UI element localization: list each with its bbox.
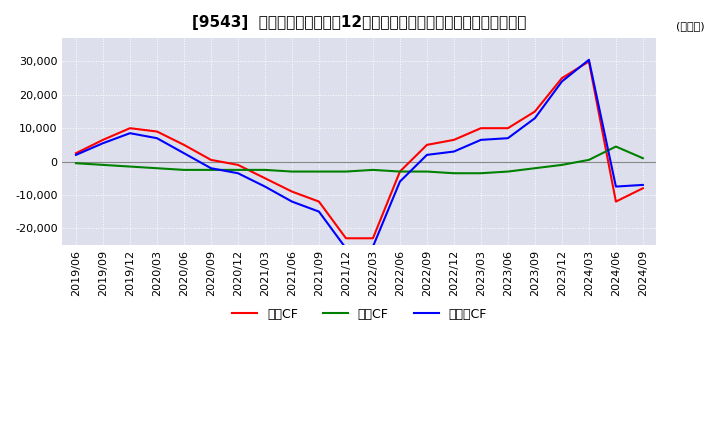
Title: [9543]  キャッシュフローの12か月移動合計の対前年同期増減額の推移: [9543] キャッシュフローの12か月移動合計の対前年同期増減額の推移 xyxy=(192,15,526,30)
フリーCF xyxy=(126,131,135,136)
営業CF xyxy=(126,125,135,131)
営業CF xyxy=(315,199,323,204)
投資CF xyxy=(423,169,431,174)
営業CF xyxy=(341,236,350,241)
フリーCF xyxy=(639,182,647,187)
フリーCF xyxy=(585,57,593,62)
フリーCF xyxy=(423,152,431,158)
営業CF xyxy=(557,76,566,81)
投資CF xyxy=(611,144,620,149)
営業CF xyxy=(477,125,485,131)
投資CF xyxy=(557,162,566,168)
投資CF xyxy=(99,162,107,168)
投資CF xyxy=(395,169,404,174)
Legend: 営業CF, 投資CF, フリーCF: 営業CF, 投資CF, フリーCF xyxy=(227,303,492,326)
フリーCF xyxy=(503,136,512,141)
フリーCF xyxy=(341,246,350,251)
フリーCF xyxy=(531,116,539,121)
Line: フリーCF: フリーCF xyxy=(76,60,643,248)
Line: 投資CF: 投資CF xyxy=(76,147,643,173)
投資CF xyxy=(153,165,161,171)
投資CF xyxy=(315,169,323,174)
営業CF xyxy=(99,137,107,143)
投資CF xyxy=(341,169,350,174)
Line: 営業CF: 営業CF xyxy=(76,62,643,238)
フリーCF xyxy=(72,152,81,158)
投資CF xyxy=(449,171,458,176)
営業CF xyxy=(261,176,269,181)
投資CF xyxy=(477,171,485,176)
フリーCF xyxy=(287,199,296,204)
営業CF xyxy=(395,169,404,174)
フリーCF xyxy=(449,149,458,154)
営業CF xyxy=(449,137,458,143)
フリーCF xyxy=(233,171,242,176)
営業CF xyxy=(639,186,647,191)
投資CF xyxy=(503,169,512,174)
投資CF xyxy=(531,165,539,171)
投資CF xyxy=(585,157,593,162)
営業CF xyxy=(153,129,161,134)
投資CF xyxy=(287,169,296,174)
フリーCF xyxy=(207,165,215,171)
フリーCF xyxy=(557,79,566,84)
フリーCF xyxy=(180,150,189,156)
営業CF xyxy=(611,199,620,204)
営業CF xyxy=(531,109,539,114)
営業CF xyxy=(233,162,242,168)
営業CF xyxy=(72,150,81,156)
フリーCF xyxy=(611,184,620,189)
営業CF xyxy=(287,189,296,194)
投資CF xyxy=(639,156,647,161)
投資CF xyxy=(180,167,189,172)
フリーCF xyxy=(261,184,269,189)
投資CF xyxy=(72,161,81,166)
Text: (百万円): (百万円) xyxy=(676,21,705,31)
投資CF xyxy=(369,167,377,172)
フリーCF xyxy=(395,179,404,184)
営業CF xyxy=(180,142,189,147)
フリーCF xyxy=(477,137,485,143)
投資CF xyxy=(126,164,135,169)
営業CF xyxy=(423,142,431,147)
投資CF xyxy=(207,167,215,172)
営業CF xyxy=(369,236,377,241)
投資CF xyxy=(261,167,269,172)
フリーCF xyxy=(99,140,107,146)
営業CF xyxy=(207,157,215,162)
投資CF xyxy=(233,167,242,172)
営業CF xyxy=(503,125,512,131)
フリーCF xyxy=(315,209,323,214)
フリーCF xyxy=(153,136,161,141)
フリーCF xyxy=(369,244,377,249)
営業CF xyxy=(585,59,593,64)
